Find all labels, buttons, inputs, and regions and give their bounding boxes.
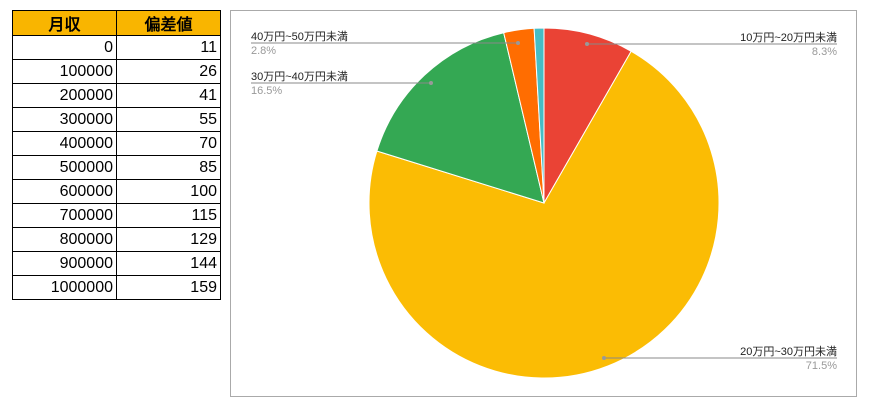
pie-svg: 10万円~20万円未満 8.3% 20万円~30万円未満 71.5% 30万円~40万円…	[251, 27, 837, 379]
table-row: 500000 85	[12, 155, 221, 180]
deviation-cell[interactable]: 26	[116, 59, 221, 84]
table-row: 300000 55	[12, 107, 221, 132]
table-row: 600000 100	[12, 179, 221, 204]
table-row: 900000 144	[12, 251, 221, 276]
income-cell[interactable]: 900000	[12, 251, 117, 276]
deviation-cell[interactable]: 11	[116, 35, 221, 60]
slice-label: 40万円~50万円未満	[251, 30, 348, 43]
slice-label: 10万円~20万円未満	[740, 31, 837, 44]
income-cell[interactable]: 300000	[12, 107, 117, 132]
pie-slice[interactable]	[533, 27, 545, 204]
leader-dot	[516, 41, 520, 45]
table-row: 100000 26	[12, 59, 221, 84]
table-row: 700000 115	[12, 203, 221, 228]
slice-percent: 71.5%	[806, 360, 837, 372]
income-cell[interactable]: 400000	[12, 131, 117, 156]
income-cell[interactable]: 0	[12, 35, 117, 60]
slice-percent: 8.3%	[812, 46, 837, 58]
table-row: 1000000 159	[12, 275, 221, 300]
income-cell[interactable]: 1000000	[12, 275, 117, 300]
pie-slice[interactable]	[376, 32, 545, 204]
header-monthly-income: 月収	[12, 10, 117, 36]
leader-dot	[585, 42, 589, 46]
deviation-cell[interactable]: 144	[116, 251, 221, 276]
leader-dot	[429, 81, 433, 85]
income-cell[interactable]: 500000	[12, 155, 117, 180]
header-deviation: 偏差値	[116, 10, 221, 36]
deviation-cell[interactable]: 129	[116, 227, 221, 252]
income-cell[interactable]: 100000	[12, 59, 117, 84]
deviation-cell[interactable]: 55	[116, 107, 221, 132]
table-row: 400000 70	[12, 131, 221, 156]
deviation-cell[interactable]: 85	[116, 155, 221, 180]
income-cell[interactable]: 200000	[12, 83, 117, 108]
income-cell[interactable]: 600000	[12, 179, 117, 204]
leader-dot	[602, 356, 606, 360]
data-table: 月収 偏差値 0 11 100000 26 200000 41 300000 55 400000…	[12, 10, 221, 300]
income-cell[interactable]: 800000	[12, 227, 117, 252]
deviation-cell[interactable]: 41	[116, 83, 221, 108]
slice-percent: 16.5%	[251, 85, 282, 97]
deviation-cell[interactable]: 100	[116, 179, 221, 204]
slice-label: 30万円~40万円未満	[251, 70, 348, 83]
deviation-cell[interactable]: 70	[116, 131, 221, 156]
pie-chart[interactable]: 10万円~20万円未満 8.3% 20万円~30万円未満 71.5% 30万円~40万円…	[230, 10, 857, 397]
table-row: 800000 129	[12, 227, 221, 252]
slice-percent: 2.8%	[251, 45, 276, 57]
income-cell[interactable]: 700000	[12, 203, 117, 228]
pie-slice[interactable]	[543, 27, 632, 205]
table-row: 0 11	[12, 35, 221, 60]
deviation-cell[interactable]: 115	[116, 203, 221, 228]
slice-label: 20万円~30万円未満	[740, 345, 837, 358]
pie-slice[interactable]	[368, 50, 720, 379]
deviation-cell[interactable]: 159	[116, 275, 221, 300]
table-row: 200000 41	[12, 83, 221, 108]
